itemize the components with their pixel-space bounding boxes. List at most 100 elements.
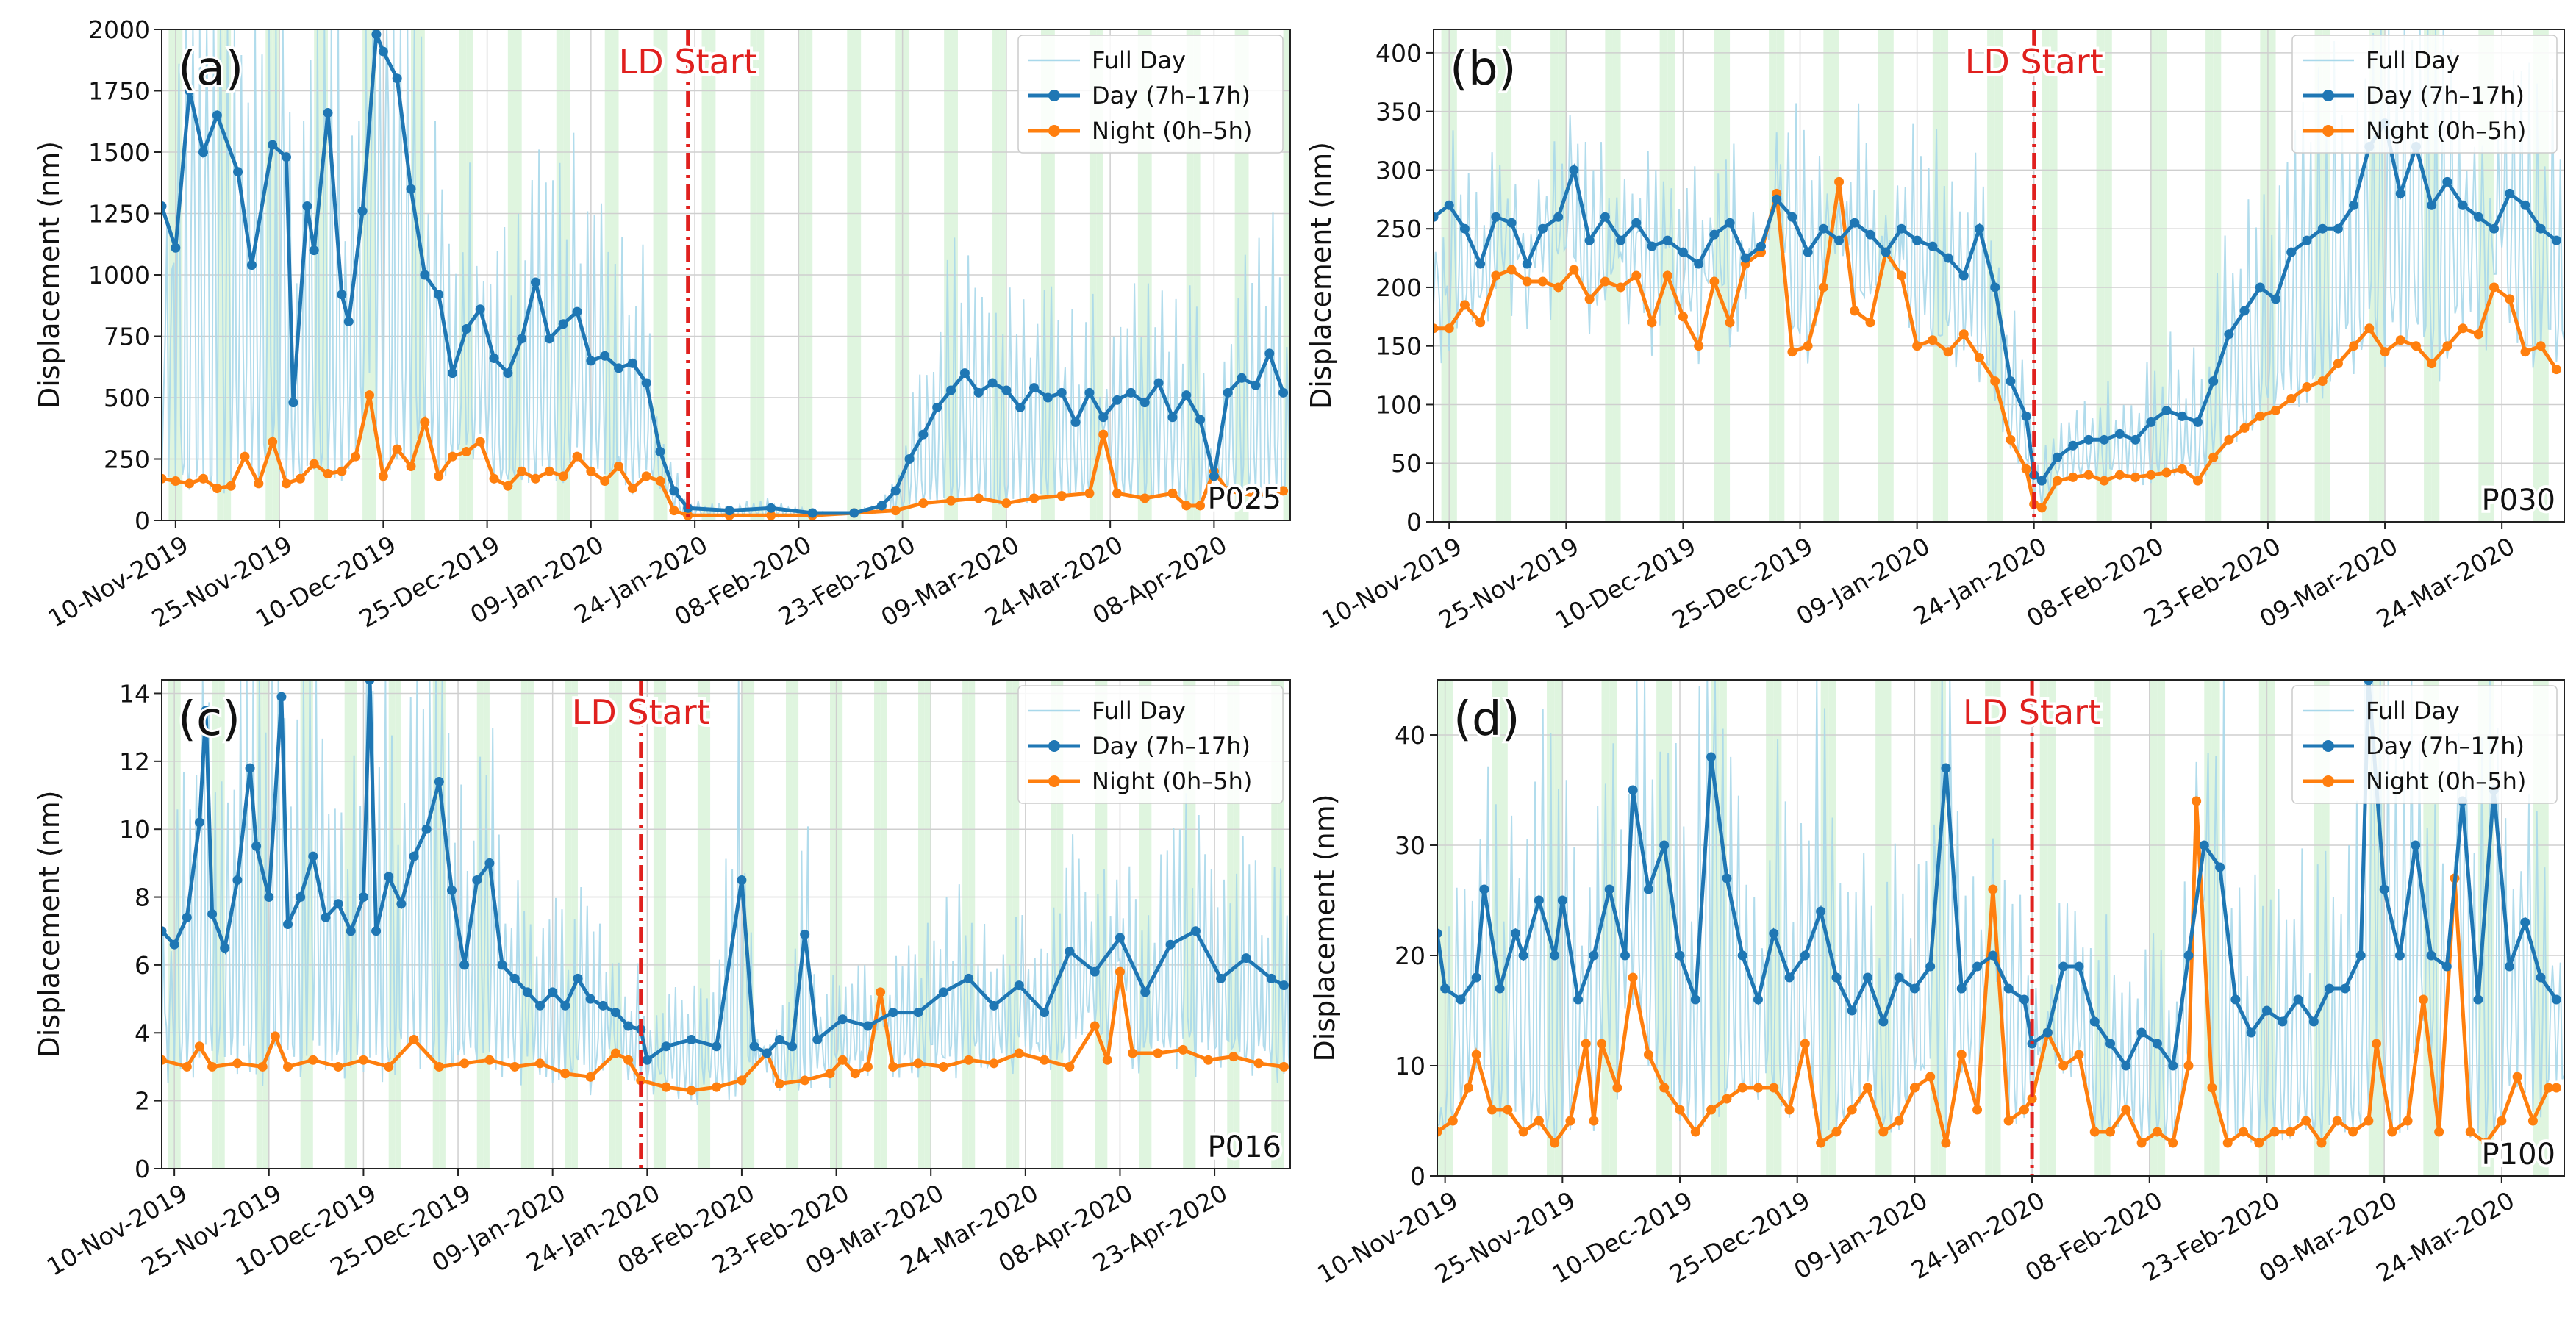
day-point bbox=[461, 323, 471, 334]
y-tick-label: 300 bbox=[1375, 156, 1422, 184]
station-label: P100 bbox=[2482, 1138, 2555, 1172]
weekend-band bbox=[565, 680, 572, 1169]
day-point bbox=[1690, 994, 1700, 1005]
weekend-band bbox=[697, 680, 704, 1169]
day-point bbox=[1834, 235, 1845, 245]
weekend-band bbox=[1875, 680, 1883, 1176]
day-point bbox=[2395, 188, 2405, 198]
night-point bbox=[1816, 1138, 1826, 1148]
night-point bbox=[973, 493, 984, 503]
day-point bbox=[162, 926, 167, 936]
night-point bbox=[1865, 318, 1875, 328]
day-point bbox=[2473, 212, 2483, 222]
day-point bbox=[1589, 950, 1599, 961]
legend: Full Day Day (7h–17h) Night (0h–5h) bbox=[1017, 685, 1284, 804]
weekend-band bbox=[2211, 680, 2220, 1176]
night-point bbox=[1928, 335, 1938, 345]
night-point bbox=[1203, 1055, 1214, 1065]
night-point bbox=[268, 437, 278, 447]
night-point bbox=[503, 481, 513, 491]
weekend-band bbox=[439, 680, 446, 1169]
day-point bbox=[1456, 994, 1466, 1005]
panel-label: (a) bbox=[178, 42, 243, 96]
night-point bbox=[1029, 493, 1040, 503]
night-point bbox=[1941, 1138, 1951, 1148]
day-point bbox=[2505, 188, 2515, 198]
day-point bbox=[1569, 165, 1579, 175]
night-point bbox=[1694, 341, 1704, 351]
day-point bbox=[1115, 933, 1125, 943]
weekend-band bbox=[2431, 29, 2440, 522]
day-point bbox=[1659, 840, 1670, 850]
night-point bbox=[623, 1055, 634, 1065]
night-point bbox=[1278, 486, 1289, 496]
night-point bbox=[1675, 1105, 1685, 1115]
day-point bbox=[1070, 417, 1081, 427]
weekend-band bbox=[1664, 680, 1672, 1176]
day-point bbox=[392, 73, 402, 84]
night-point bbox=[585, 1072, 595, 1082]
day-point bbox=[2317, 223, 2328, 234]
day-point bbox=[973, 387, 984, 398]
night-point bbox=[2427, 359, 2437, 369]
day-point bbox=[2442, 176, 2452, 187]
night-point bbox=[1787, 347, 1797, 357]
night-point bbox=[2183, 1061, 2194, 1071]
legend-entry: Night (0h–5h) bbox=[2366, 117, 2526, 145]
night-point bbox=[2074, 1050, 2084, 1060]
night-point bbox=[1863, 1083, 1873, 1093]
night-point bbox=[1850, 306, 1860, 316]
x-tick-label: 09-Jan-2020 bbox=[1792, 531, 1935, 631]
weekend-band bbox=[2431, 680, 2439, 1176]
plot-area bbox=[1437, 680, 2564, 1176]
weekend-band bbox=[874, 680, 881, 1169]
day-point bbox=[918, 429, 929, 440]
day-point bbox=[396, 899, 407, 909]
day-point bbox=[2208, 376, 2219, 387]
night-point bbox=[283, 1061, 293, 1072]
day-series-line bbox=[162, 680, 1285, 1063]
weekend-band bbox=[2094, 680, 2103, 1176]
day-point bbox=[2246, 1027, 2256, 1038]
night-point bbox=[406, 462, 416, 472]
day-point bbox=[586, 356, 596, 366]
plot-area bbox=[1434, 29, 2564, 522]
day-point bbox=[2168, 1061, 2178, 1071]
day-point bbox=[1784, 972, 1795, 983]
night-point bbox=[1643, 1050, 1653, 1060]
day-point bbox=[2105, 1039, 2116, 1049]
night-point bbox=[544, 466, 554, 476]
y-tick-label: 0 bbox=[1406, 508, 1422, 537]
day-point bbox=[1925, 961, 1936, 972]
plot-area bbox=[162, 29, 1290, 520]
night-point bbox=[1659, 1083, 1670, 1093]
night-point bbox=[2099, 476, 2109, 486]
night-point bbox=[1167, 488, 1178, 498]
weekend-band bbox=[1437, 680, 1445, 1176]
weekend-band bbox=[962, 680, 969, 1169]
day-point bbox=[600, 351, 610, 361]
day-point bbox=[904, 454, 915, 464]
night-point bbox=[194, 1041, 204, 1052]
night-point bbox=[1706, 1105, 1717, 1115]
day-point bbox=[1251, 380, 1261, 390]
night-point bbox=[862, 1061, 873, 1072]
day-point bbox=[1278, 387, 1289, 398]
day-point bbox=[2215, 862, 2225, 872]
day-point bbox=[1928, 241, 1938, 251]
day-point bbox=[573, 973, 583, 983]
day-point bbox=[610, 1008, 620, 1018]
day-point bbox=[2053, 452, 2063, 462]
weekend-band bbox=[2158, 29, 2167, 522]
night-point bbox=[627, 484, 637, 494]
night-point bbox=[2473, 329, 2483, 340]
y-axis-label: Displacement (nm) bbox=[33, 141, 65, 409]
day-point bbox=[2349, 200, 2359, 210]
day-point bbox=[1816, 906, 1826, 917]
day-point bbox=[1153, 378, 1164, 388]
night-point bbox=[1537, 276, 1548, 287]
night-point bbox=[535, 1058, 545, 1069]
weekend-band bbox=[829, 680, 837, 1169]
night-point bbox=[185, 478, 195, 489]
y-tick-label: 750 bbox=[104, 323, 150, 351]
